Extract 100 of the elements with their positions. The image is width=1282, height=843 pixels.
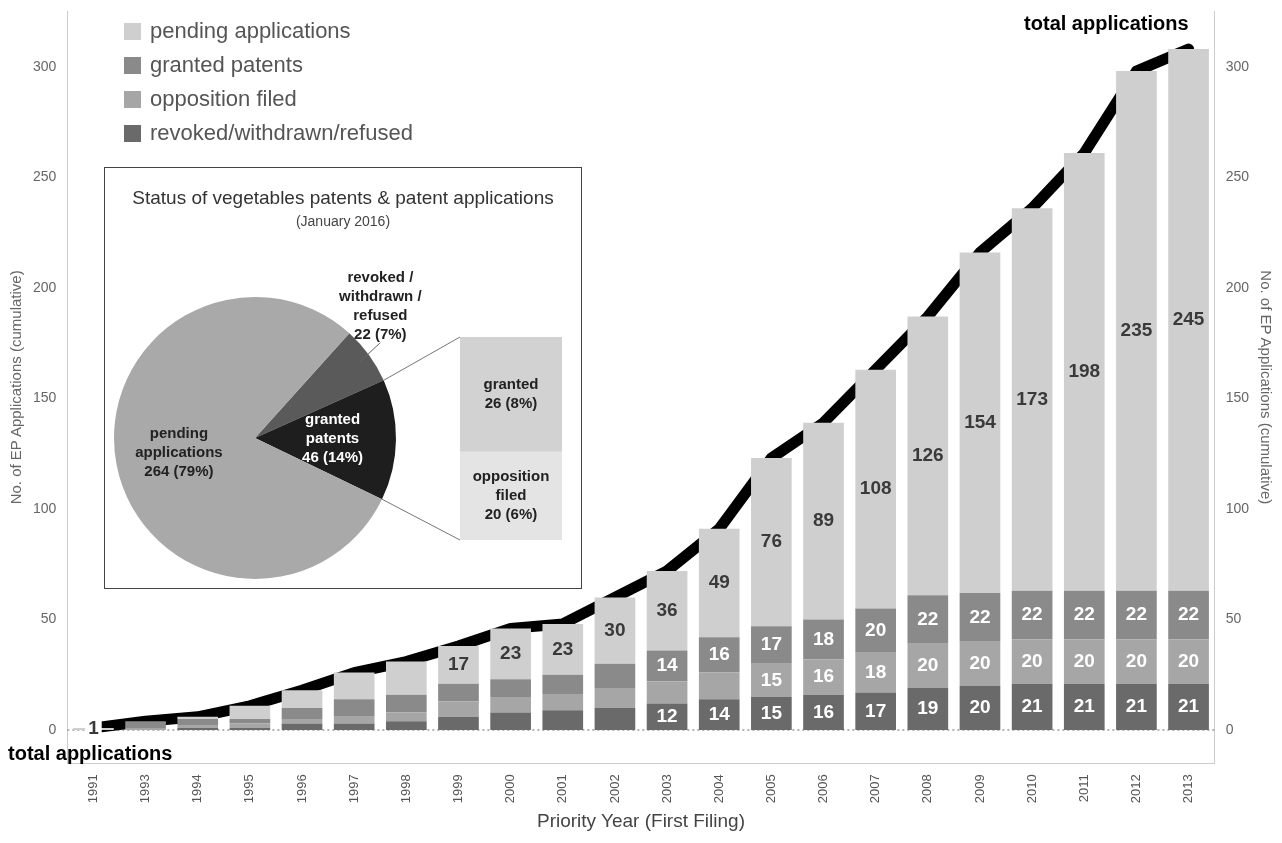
bar [490,712,531,731]
bar [1063,683,1105,731]
legend-label: opposition filed [150,86,297,112]
bar [907,688,949,731]
x-tick-label: 1991 [85,774,101,804]
bar [698,528,740,638]
data-label: 23 [552,637,574,659]
data-label: 20 [1021,649,1043,671]
data-label: 21 [1021,695,1044,717]
y2-tick-label: 250 [1225,168,1250,185]
data-label: 235 [1120,319,1153,341]
bar [751,626,792,664]
data-label: 126 [911,444,944,466]
bar [177,719,219,726]
bar [855,608,897,653]
data-label: 264 (79%) [144,462,214,480]
bar [490,696,531,713]
y-tick-label: 150 [33,389,57,406]
bar [281,690,323,708]
bar [698,699,740,731]
x-tick-label: 2009 [971,774,987,804]
bar [907,595,949,644]
x-tick-label: 2003 [658,774,674,804]
bar [229,723,271,728]
x-tick-label: 1993 [137,774,153,804]
bar [333,716,375,724]
bar [1063,152,1105,591]
slice-label: revoked / withdrawn / refused [338,267,423,323]
x-tick-label: 1999 [450,774,466,804]
chart-subtitle: (January 2016) [294,213,392,229]
data-label: 20 [865,618,887,640]
bar [646,681,688,704]
y-tick-label: 200 [33,278,57,295]
bar [1116,639,1157,684]
data-label: 173 [1016,387,1048,409]
bar [594,708,636,731]
data-label: 46 (14%) [302,448,363,466]
data-label: 15 [760,701,783,723]
y-tick-label: 300 [33,57,57,74]
bar [177,716,219,720]
bar [1168,683,1209,731]
x-tick-label: 1996 [293,774,309,804]
bar [490,679,531,697]
legend-label: pending applications [150,18,351,44]
bar [385,712,427,722]
y2-tick-label: 50 [1225,610,1242,627]
slice-label: granted patents [305,410,361,447]
data-label: 18 [812,627,835,649]
bar [594,688,636,708]
y2-tick-label: 200 [1225,278,1250,295]
x-tick-label: 2004 [710,774,726,804]
bar [333,672,375,700]
y2-axis-title: No. of EP Applications (cumulative) [1257,270,1275,505]
y-tick-label: 50 [40,610,57,627]
data-label: 14 [656,654,679,676]
bar [1168,48,1209,591]
bar [907,643,949,689]
data-label: 22 [969,605,991,627]
y-axis-title: No. of EP Applications (cumulative) [7,270,25,505]
data-label: 22 [1073,603,1095,625]
bar [281,723,323,731]
data-label: 21 [1073,695,1096,717]
bar [438,716,479,731]
x-tick-label: 2012 [1128,774,1143,804]
bar [855,692,897,731]
bar [542,623,584,675]
data-label: 30 [604,618,626,640]
bar [1168,590,1209,640]
bar [751,458,792,627]
bar [803,422,844,620]
bar [959,593,1001,642]
x-tick-label: 2011 [1075,774,1091,803]
bar [594,597,636,664]
bar [698,672,740,700]
data-label: 12 [656,705,678,727]
y-tick-label: 100 [33,499,57,516]
y2-tick-label: 300 [1225,57,1250,74]
bar [333,723,375,731]
data-label: 1 [88,717,100,739]
bar [542,674,584,695]
data-label: 154 [964,410,997,432]
data-label: 20 (6%) [484,505,538,523]
data-label: 14 [708,702,731,724]
x-tick-label: 2010 [1023,774,1039,804]
x-tick-label: 2013 [1180,774,1196,804]
data-label: 17 [760,633,782,655]
bar [1063,590,1105,640]
bar [855,369,897,609]
y2-tick-label: 100 [1225,499,1250,516]
bar [385,694,427,713]
bar [594,663,636,689]
bar [855,652,897,693]
data-label: 20 [917,654,939,676]
bar [490,628,531,680]
text: total applications [1024,11,1189,34]
data-label: 22 [1021,603,1043,625]
x-tick-label: 1997 [345,774,361,804]
bar [333,699,375,717]
data-label: 18 [865,660,887,682]
bar [1116,71,1157,591]
